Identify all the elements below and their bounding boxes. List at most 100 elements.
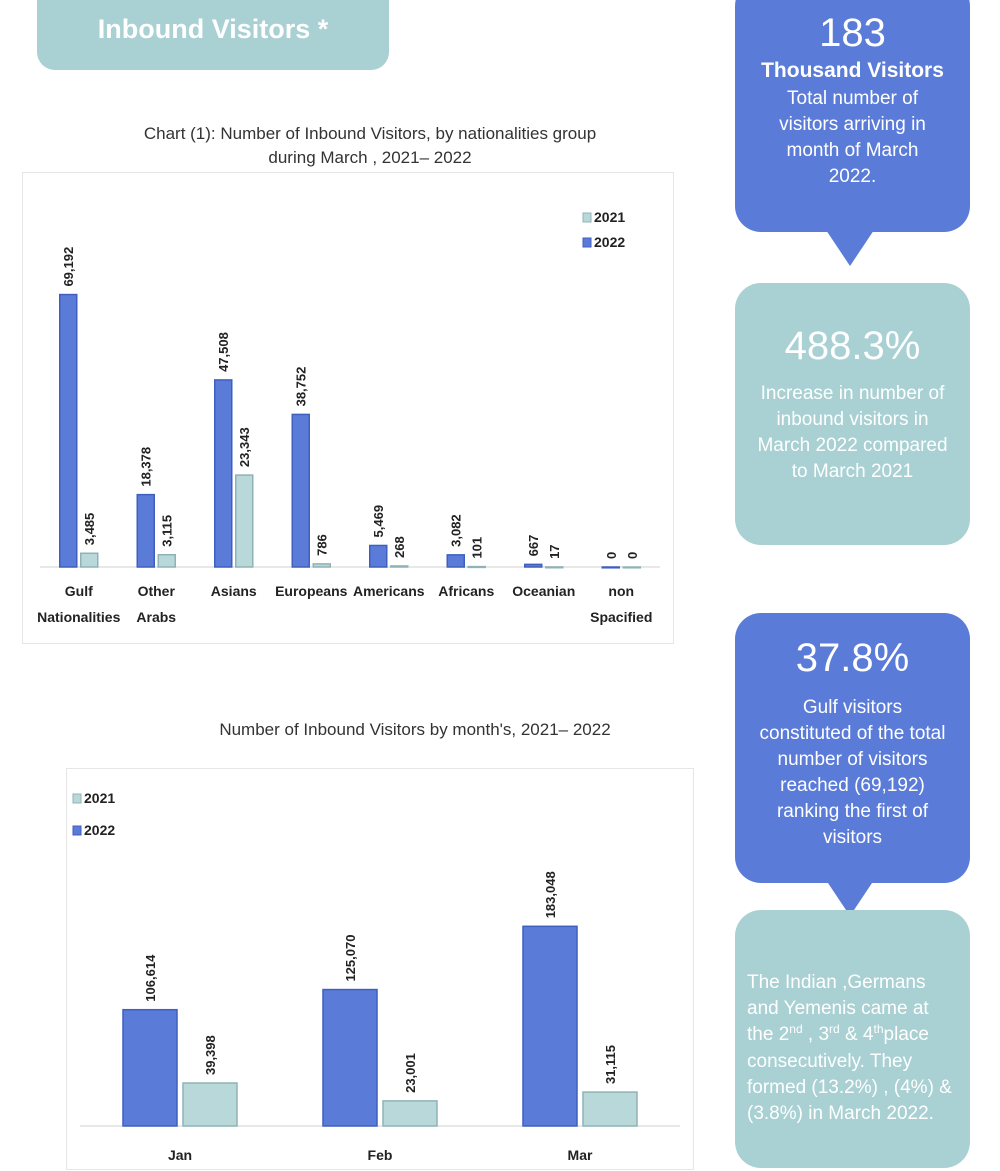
category-label: Arabs: [136, 609, 176, 625]
callout-gulf-share-value: 37.8%: [795, 636, 910, 680]
callout-total-visitors-line: month of March: [786, 140, 919, 161]
callout-increase-value: 488.3%: [784, 324, 921, 368]
callout-total-visitors-line: visitors arriving in: [779, 114, 926, 135]
callout-increase-line: to March 2021: [791, 461, 914, 482]
callout-rankings-text: the 2: [747, 1024, 790, 1045]
bar-2022: [601, 566, 620, 569]
data-label-2022: 0: [604, 552, 619, 559]
data-label-2022: 183,048: [543, 871, 558, 918]
category-label: Spacified: [590, 609, 652, 625]
category-label: Asians: [211, 583, 257, 599]
callout-gulf-share-line: reached (69,192): [780, 775, 925, 796]
data-label-2021: 17: [547, 544, 562, 558]
bar-2021: [80, 552, 99, 568]
bar-2021: [182, 1082, 238, 1127]
callout-increase: 488.3% Increase in number of inbound vis…: [735, 283, 970, 545]
callout-gulf-share-line: ranking the first of: [776, 801, 929, 822]
bar-2022: [214, 379, 233, 568]
callout-rankings: The Indian ,Germans and Yemenis came at …: [735, 910, 970, 1168]
callout-rankings-line: consecutively. They: [747, 1051, 913, 1072]
data-label-2021: 3,485: [82, 513, 97, 546]
category-label: Jan: [168, 1147, 192, 1163]
data-label-2021: 23,001: [403, 1053, 418, 1093]
bar-2021: [312, 563, 331, 568]
callout-rankings-sup: th: [873, 1022, 884, 1036]
chart1-nationalities-bar-chart: 69,192 3,485 Gulf Nationalities 18,378 3,115 O…: [37, 209, 660, 625]
bar-2021: [157, 553, 176, 568]
data-label-2022: 5,469: [371, 505, 386, 538]
data-label-2022: 125,070: [343, 935, 358, 982]
callout-gulf-share-line: visitors: [822, 827, 883, 848]
bar-2022: [291, 413, 310, 568]
bar-2022: [122, 1008, 178, 1127]
callout-total-visitors-pointer: [826, 230, 874, 266]
category-label: Nationalities: [37, 609, 120, 625]
data-label-2021: 786: [315, 534, 330, 556]
legend-swatch-2021: [582, 212, 592, 223]
category-label: Africans: [438, 583, 494, 599]
callout-total-visitors-line: 2022.: [828, 166, 877, 187]
bar-2021: [235, 474, 254, 568]
legend-swatch-2022: [582, 237, 592, 248]
chart1-title: Chart (1): Number of Inbound Visitors, b…: [90, 122, 650, 170]
bar-2021: [582, 1091, 638, 1127]
bar-2022: [522, 925, 578, 1127]
data-label-2022: 38,752: [294, 367, 309, 407]
callout-increase-line: inbound visitors in: [776, 409, 929, 430]
data-label-2021: 3,115: [160, 515, 175, 547]
callout-gulf-share: 37.8% Gulf visitors constituted of the t…: [735, 613, 970, 883]
category-label: Europeans: [275, 583, 348, 599]
category-label: Feb: [368, 1147, 393, 1163]
callout-rankings-line: (3.8%) in March 2022.: [747, 1103, 934, 1124]
callout-increase-line: Increase in number of: [760, 383, 945, 404]
callout-rankings-line: The Indian ,Germans: [747, 972, 926, 993]
callout-gulf-share-line: number of visitors: [777, 749, 928, 770]
bar-2022: [136, 493, 155, 568]
category-label: Mar: [568, 1147, 593, 1163]
legend-label-2021: 2021: [84, 790, 115, 806]
legend-swatch-2022: [72, 825, 82, 836]
callout-rankings-text: , 3: [802, 1024, 830, 1045]
callout-rankings-line-places: the 2nd , 3rd & 4thplace: [735, 1022, 970, 1049]
page-title: Inbound Visitors *: [97, 14, 329, 44]
bar-2021: [390, 565, 409, 568]
legend-label-2022: 2022: [594, 234, 625, 250]
callout-rankings-sup: nd: [789, 1022, 803, 1036]
callout-rankings-text: & 4: [839, 1024, 874, 1045]
data-label-2021: 268: [392, 536, 407, 558]
bar-2021: [382, 1100, 438, 1127]
bar-2022: [446, 554, 465, 568]
callout-rankings-text: place: [883, 1024, 929, 1045]
callout-gulf-share-line: constituted of the total: [759, 723, 946, 744]
chart1-frame: [22, 172, 674, 644]
chart1-title-line1: Chart (1): Number of Inbound Visitors, b…: [143, 124, 597, 143]
callout-total-visitors: 183 Thousand Visitors Total number of vi…: [735, 0, 970, 232]
bar-2021: [622, 566, 641, 569]
category-label: Other: [138, 583, 176, 599]
callout-gulf-share-line: Gulf visitors: [802, 697, 903, 718]
data-label-2021: 23,343: [237, 427, 252, 467]
callout-total-visitors-unit: Thousand Visitors: [761, 59, 944, 82]
category-label: Gulf: [65, 583, 93, 599]
data-label-2022: 47,508: [216, 332, 231, 372]
callout-total-visitors-line: Total number of: [787, 88, 918, 109]
bar-2022: [322, 988, 378, 1127]
callout-rankings-line: formed (13.2%) , (4%) &: [747, 1077, 952, 1098]
chart1-title-line2: during March , 2021– 2022: [268, 148, 472, 167]
data-label-2022: 18,378: [139, 447, 154, 487]
bar-2021: [467, 565, 486, 569]
data-label-2021: 0: [625, 552, 640, 559]
legend-label-2021: 2021: [594, 209, 625, 225]
callout-rankings-line: and Yemenis came at: [747, 998, 929, 1019]
header-tab: Inbound Visitors *: [37, 0, 389, 70]
data-label-2022: 667: [526, 535, 541, 557]
bar-2022: [524, 563, 543, 568]
category-label: non: [608, 583, 634, 599]
callout-rankings-sup: rd: [829, 1022, 840, 1036]
callout-total-visitors-value: 183: [819, 11, 886, 55]
legend-label-2022: 2022: [84, 822, 115, 838]
category-label: Oceanian: [512, 583, 575, 599]
chart2-monthly-bar-chart: 106,614 39,398 Jan 125,070 23,001 Feb 183,048 3…: [72, 790, 680, 1163]
bar-2021: [545, 566, 564, 569]
bar-2022: [59, 293, 78, 568]
